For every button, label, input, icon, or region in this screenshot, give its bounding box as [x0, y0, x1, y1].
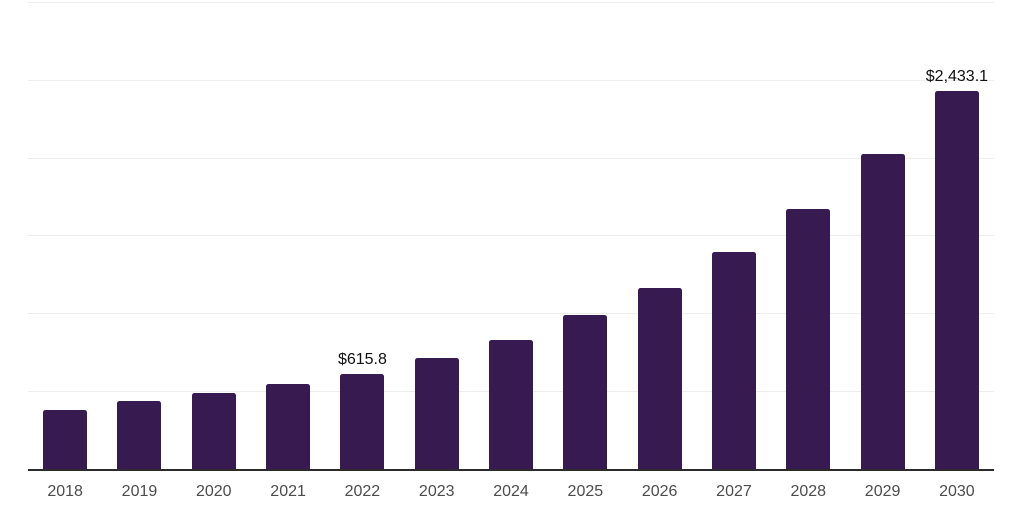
value-label-2030: $2,433.1	[925, 68, 989, 85]
bar-2024	[489, 339, 534, 470]
bar-2020	[191, 393, 236, 470]
x-tick-2028: 2028	[790, 483, 827, 500]
gridline-2000	[28, 157, 994, 159]
bar-2022	[340, 374, 385, 470]
bar-column-2029	[845, 0, 919, 470]
bar-column-2023	[400, 0, 474, 470]
bar-column-2021	[251, 0, 325, 470]
bar-column-2026	[623, 0, 697, 470]
bar-series: $615.8 $2,433.1	[28, 0, 994, 470]
bar-column-2018	[28, 0, 102, 470]
bar-2025	[563, 315, 608, 470]
bar-2019	[117, 401, 162, 470]
x-tick-2023: 2023	[418, 483, 455, 500]
bar-2027	[711, 252, 756, 470]
x-tick-2025: 2025	[567, 483, 604, 500]
x-tick-2030: 2030	[939, 483, 975, 500]
gridline-2500	[28, 79, 994, 81]
bar-column-2022: $615.8	[325, 0, 399, 470]
gridline-1000	[28, 313, 994, 315]
x-tick-2022: 2022	[344, 483, 381, 500]
bar-2018	[43, 410, 88, 470]
bar-2029	[860, 154, 905, 470]
bar-2021	[266, 384, 311, 470]
bar-column-2030: $2,433.1	[920, 0, 994, 470]
x-tick-2029: 2029	[864, 483, 901, 500]
x-tick-2024: 2024	[493, 483, 529, 500]
bar-column-2025	[548, 0, 622, 470]
bar-2026	[637, 288, 682, 470]
plot-area: $615.8 $2,433.1	[28, 0, 994, 470]
bar-column-2020	[177, 0, 251, 470]
value-label-2022: $615.8	[337, 351, 387, 369]
x-axis-line	[28, 469, 994, 471]
bar-2030	[934, 91, 979, 470]
x-tick-2018: 2018	[47, 483, 83, 500]
x-tick-2021: 2021	[270, 483, 306, 500]
bar-2028	[786, 209, 831, 470]
bar-column-2024	[474, 0, 548, 470]
bar-column-2027	[697, 0, 771, 470]
x-tick-2019: 2019	[121, 483, 158, 500]
bar-column-2019	[102, 0, 176, 470]
bar-2023	[414, 358, 459, 470]
x-axis-tick-labels: 2018 2019 2020 2021 2022 2023 2024 2025 2026 2027…	[28, 484, 994, 500]
bar-column-2028	[771, 0, 845, 470]
gridline-1500	[28, 235, 994, 237]
x-tick-2027: 2027	[716, 483, 752, 500]
x-tick-2020: 2020	[195, 483, 232, 500]
x-tick-2026: 2026	[641, 483, 678, 500]
gridline-3000	[28, 1, 994, 3]
